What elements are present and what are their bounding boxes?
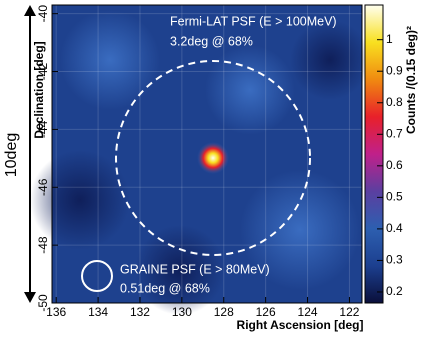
colorbar-tick-label: 0.3 <box>386 253 403 267</box>
colorbar-tick-label: 0.5 <box>386 190 403 204</box>
x-tick-label: 130 <box>172 305 192 319</box>
annotation: 0.51deg @ 68% <box>120 281 210 295</box>
annotation: GRAINE PSF (E > 80MeV) <box>120 262 270 276</box>
y-tick-label: -48 <box>36 236 50 254</box>
chart: Fermi-LAT PSF (E > 100MeV) 3.2deg @ 68% … <box>0 0 422 337</box>
scale-label: 10deg <box>3 133 20 178</box>
y-tick-label: -40 <box>36 5 50 23</box>
colorbar-tick-label: 0.9 <box>386 63 403 77</box>
colorbar-tick-label: 0.8 <box>386 95 403 109</box>
y-tick-label: -46 <box>36 178 50 196</box>
colorbar-tick-label: 1 <box>386 32 393 46</box>
colorbar-label: Counts /(0.15 deg)² <box>404 26 418 134</box>
colorbar-tick-label: 0.6 <box>386 158 403 172</box>
colorbar-tick-label: 0.2 <box>386 284 403 298</box>
x-tick-label: 132 <box>130 305 150 319</box>
colorbar <box>365 5 383 303</box>
x-tick-label: 134 <box>88 305 108 319</box>
x-tick-label: 128 <box>214 305 234 319</box>
colorbar-tick-label: 0.7 <box>386 126 403 140</box>
x-axis-label: Right Ascension [deg] <box>237 318 364 332</box>
y-tick-label: -44 <box>36 120 50 138</box>
annotation: Fermi-LAT PSF (E > 100MeV) <box>170 14 337 28</box>
colorbar-tick-label: 0.4 <box>386 221 403 235</box>
y-tick-label: -50 <box>36 294 50 312</box>
y-tick-label: -42 <box>36 63 50 81</box>
annotation: 3.2deg @ 68% <box>170 34 253 48</box>
x-tick-label: 122 <box>339 305 359 319</box>
x-tick-label: 124 <box>298 305 318 319</box>
x-tick-label: 126 <box>256 305 276 319</box>
